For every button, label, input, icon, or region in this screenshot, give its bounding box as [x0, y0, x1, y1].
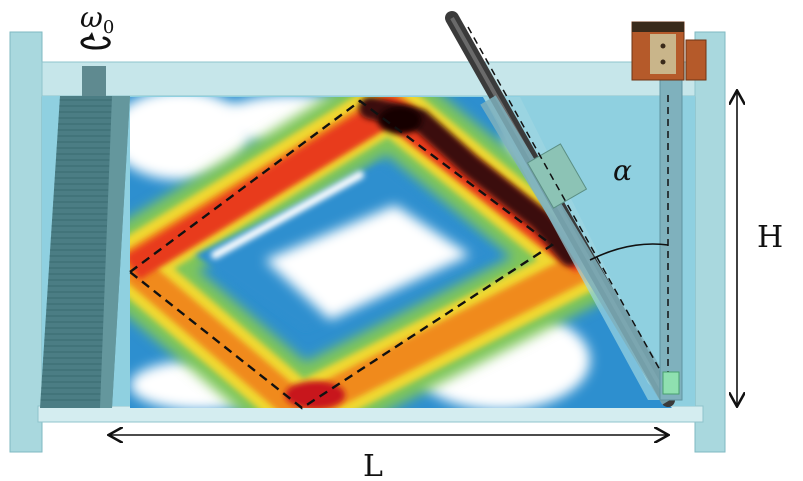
wavemaker	[40, 66, 130, 408]
wavemaker-shaft	[82, 66, 106, 96]
height-label: H	[757, 220, 783, 255]
angle-arc	[589, 243, 669, 261]
omega-label: ω0	[80, 1, 114, 38]
vertical-support	[659, 79, 683, 401]
pivot-block	[662, 371, 680, 395]
tank-left-post	[9, 31, 43, 453]
slope-plate	[480, 95, 678, 405]
omega-subscript: 0	[103, 17, 114, 38]
counterclockwise-arrow-icon	[80, 36, 111, 50]
sloping-wall	[445, 11, 678, 407]
slope-centerline	[467, 26, 661, 371]
alpha-label: α	[613, 154, 632, 187]
top-clamp	[631, 21, 707, 81]
tank-top-rail	[41, 61, 696, 97]
tank-right-post	[694, 31, 726, 453]
wavemaker-stripes	[40, 99, 112, 401]
slope-clamp	[526, 143, 588, 209]
tank-bottom-rail	[37, 405, 704, 423]
length-label: L	[363, 449, 383, 481]
wave-ray-path	[128, 99, 555, 410]
vertical-rod	[659, 79, 683, 401]
